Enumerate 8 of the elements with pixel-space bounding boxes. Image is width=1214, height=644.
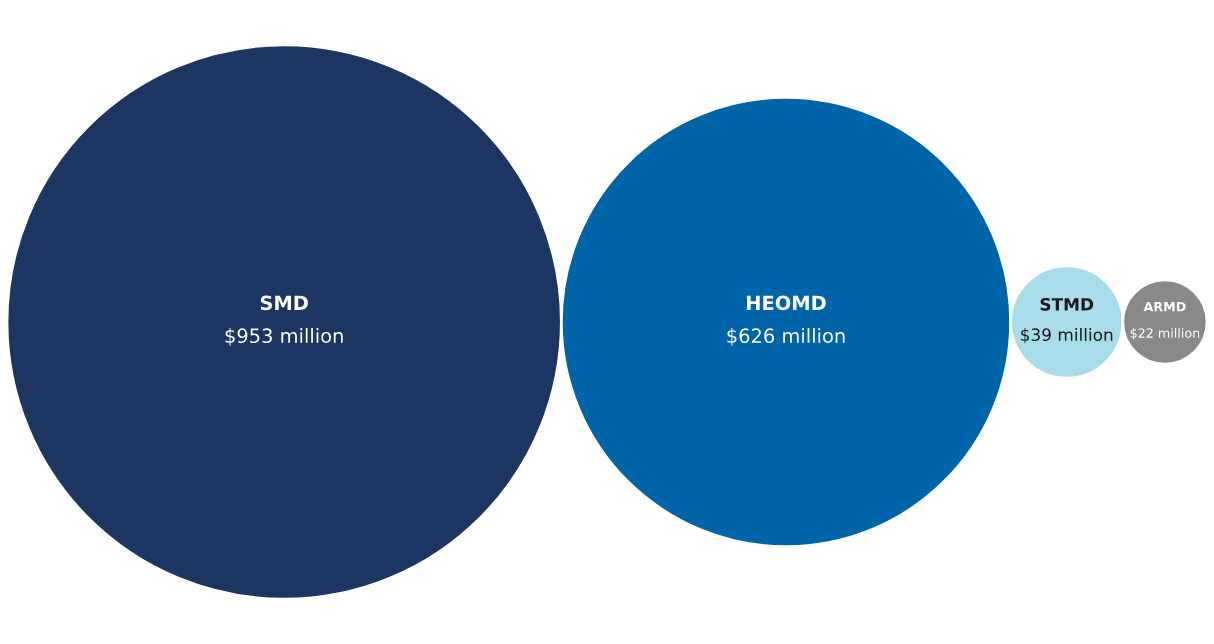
category-label: SMD bbox=[260, 295, 308, 311]
data-label: $22 million bbox=[1130, 328, 1200, 340]
category-label: STMD bbox=[1040, 297, 1094, 311]
data-label: $953 million bbox=[225, 328, 343, 346]
data-label: $39 million bbox=[1021, 328, 1113, 344]
category-label: ARMD bbox=[1143, 302, 1186, 312]
category-label: HEOMD bbox=[746, 295, 826, 311]
data-label: $626 million bbox=[727, 328, 845, 346]
